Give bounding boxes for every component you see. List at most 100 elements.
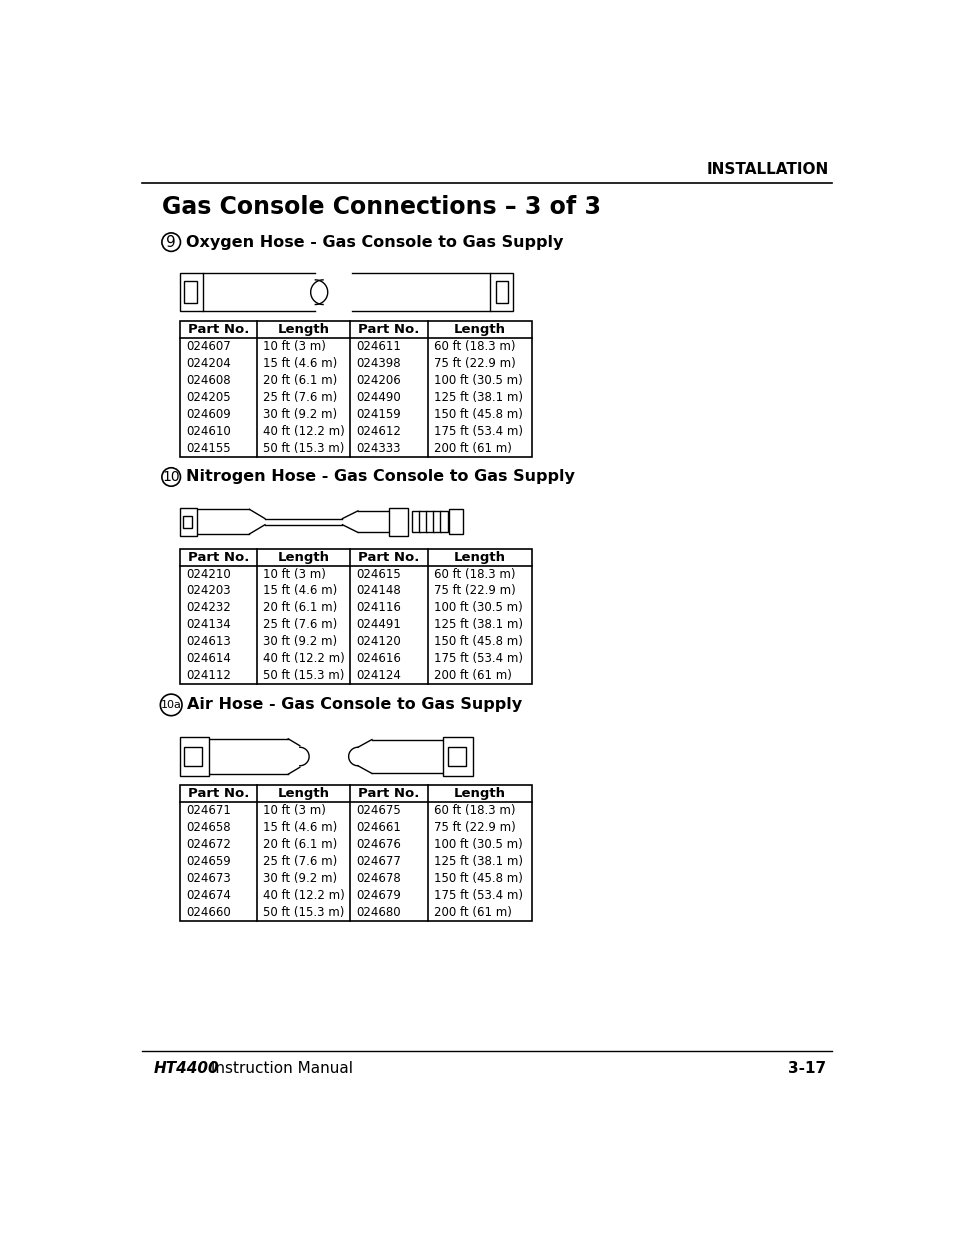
Text: 024148: 024148 [356,584,400,598]
Text: 20 ft (6.1 m): 20 ft (6.1 m) [263,601,337,614]
Text: Oxygen Hose - Gas Console to Gas Supply: Oxygen Hose - Gas Console to Gas Supply [186,235,562,249]
Bar [184,282,196,303]
Text: 125 ft (38.1 m): 125 ft (38.1 m) [434,391,522,404]
Text: 60 ft (18.3 m): 60 ft (18.3 m) [434,804,515,816]
Text: 125 ft (38.1 m): 125 ft (38.1 m) [434,855,522,868]
Text: Air Hose - Gas Console to Gas Supply: Air Hose - Gas Console to Gas Supply [187,698,522,713]
Text: 175 ft (53.4 m): 175 ft (53.4 m) [434,889,522,902]
Text: 024490: 024490 [356,391,400,404]
Text: 024210: 024210 [186,568,231,580]
Text: 024612: 024612 [356,425,401,438]
Text: Part No.: Part No. [358,787,419,800]
Text: 10 ft (3 m): 10 ft (3 m) [263,804,326,816]
Text: 9: 9 [166,235,176,249]
Text: Length: Length [277,551,330,563]
Text: 20 ft (6.1 m): 20 ft (6.1 m) [263,374,337,388]
Text: INSTALLATION: INSTALLATION [706,162,828,178]
Text: 15 ft (4.6 m): 15 ft (4.6 m) [263,357,337,370]
Text: 024203: 024203 [186,584,231,598]
Text: Length: Length [277,787,330,800]
Text: 024680: 024680 [356,905,400,919]
Bar [179,321,532,457]
Text: 40 ft (12.2 m): 40 ft (12.2 m) [263,652,345,666]
Text: 024155: 024155 [186,442,231,454]
Bar [433,511,440,532]
Text: 024615: 024615 [356,568,400,580]
Text: HT4400: HT4400 [153,1061,219,1076]
Bar [439,511,447,532]
Bar [412,511,419,532]
Text: 024671: 024671 [186,804,231,816]
Text: 30 ft (9.2 m): 30 ft (9.2 m) [263,635,337,648]
Text: Length: Length [277,324,330,336]
Text: 10 ft (3 m): 10 ft (3 m) [263,568,326,580]
Text: 20 ft (6.1 m): 20 ft (6.1 m) [263,837,337,851]
Bar [183,747,202,766]
Text: 024232: 024232 [186,601,231,614]
Text: 75 ft (22.9 m): 75 ft (22.9 m) [434,357,516,370]
Text: 024658: 024658 [186,821,231,834]
Text: 024614: 024614 [186,652,231,666]
Text: 50 ft (15.3 m): 50 ft (15.3 m) [263,442,344,454]
Text: 200 ft (61 m): 200 ft (61 m) [434,905,511,919]
Text: 024120: 024120 [356,635,400,648]
Text: 100 ft (30.5 m): 100 ft (30.5 m) [434,601,522,614]
Text: 175 ft (53.4 m): 175 ft (53.4 m) [434,425,522,438]
Bar [489,273,513,311]
Text: 024116: 024116 [356,601,401,614]
Text: 024613: 024613 [186,635,231,648]
Text: 25 ft (7.6 m): 25 ft (7.6 m) [263,619,337,631]
Text: 024679: 024679 [356,889,401,902]
Bar [179,548,532,684]
Text: 10 ft (3 m): 10 ft (3 m) [263,341,326,353]
Text: 200 ft (61 m): 200 ft (61 m) [434,442,511,454]
Text: 024677: 024677 [356,855,401,868]
Text: 024659: 024659 [186,855,231,868]
Bar [418,511,427,532]
Text: Part No.: Part No. [188,324,249,336]
Text: 024134: 024134 [186,619,231,631]
Text: 75 ft (22.9 m): 75 ft (22.9 m) [434,821,516,834]
Text: Length: Length [454,324,505,336]
Text: Length: Length [454,551,505,563]
Text: 60 ft (18.3 m): 60 ft (18.3 m) [434,568,515,580]
Text: Part No.: Part No. [358,324,419,336]
Text: 024609: 024609 [186,408,231,421]
Text: 024124: 024124 [356,669,401,682]
Text: Nitrogen Hose - Gas Console to Gas Supply: Nitrogen Hose - Gas Console to Gas Suppl… [186,469,574,484]
Text: 40 ft (12.2 m): 40 ft (12.2 m) [263,425,345,438]
Text: 125 ft (38.1 m): 125 ft (38.1 m) [434,619,522,631]
Text: 150 ft (45.8 m): 150 ft (45.8 m) [434,872,522,884]
Bar [179,508,196,536]
Text: Part No.: Part No. [188,551,249,563]
Text: 150 ft (45.8 m): 150 ft (45.8 m) [434,408,522,421]
Text: 024678: 024678 [356,872,400,884]
Text: 25 ft (7.6 m): 25 ft (7.6 m) [263,855,337,868]
Text: 50 ft (15.3 m): 50 ft (15.3 m) [263,905,344,919]
Text: 024611: 024611 [356,341,401,353]
Text: Instruction Manual: Instruction Manual [206,1061,353,1076]
Bar [179,737,209,776]
Text: 024204: 024204 [186,357,231,370]
Text: 15 ft (4.6 m): 15 ft (4.6 m) [263,584,337,598]
Text: 024672: 024672 [186,837,231,851]
Bar [447,747,466,766]
Bar [443,737,472,776]
Text: 024610: 024610 [186,425,231,438]
Text: 175 ft (53.4 m): 175 ft (53.4 m) [434,652,522,666]
Text: 024674: 024674 [186,889,231,902]
Text: 024661: 024661 [356,821,401,834]
Text: 024206: 024206 [356,374,400,388]
Text: 100 ft (30.5 m): 100 ft (30.5 m) [434,374,522,388]
Bar [496,282,508,303]
Text: Gas Console Connections – 3 of 3: Gas Console Connections – 3 of 3 [162,195,600,220]
Text: 50 ft (15.3 m): 50 ft (15.3 m) [263,669,344,682]
Text: Length: Length [454,787,505,800]
Text: 024676: 024676 [356,837,401,851]
Bar [389,508,408,536]
Text: 60 ft (18.3 m): 60 ft (18.3 m) [434,341,515,353]
Bar [449,509,463,534]
Text: 30 ft (9.2 m): 30 ft (9.2 m) [263,872,337,884]
Text: 024205: 024205 [186,391,231,404]
Text: 40 ft (12.2 m): 40 ft (12.2 m) [263,889,345,902]
